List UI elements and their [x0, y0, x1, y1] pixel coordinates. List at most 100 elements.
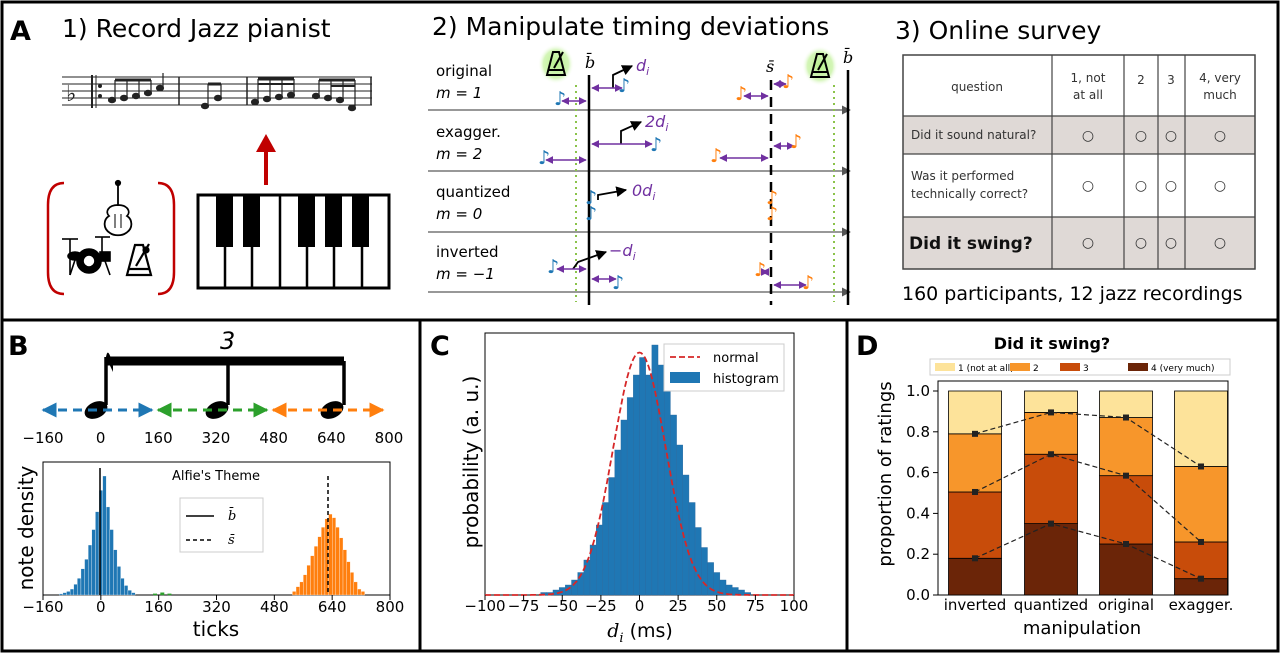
- c-x-tick-label: −25: [585, 597, 617, 615]
- b-hist-bar: [310, 555, 315, 596]
- c-hist-bar: [596, 524, 603, 596]
- radio[interactable]: ○: [1135, 128, 1147, 144]
- survey-question-3: Did it swing?: [909, 234, 1033, 254]
- b-legend: b̄ s̄: [179, 497, 264, 553]
- b-x-tick-labels: −160 0 160 320 480 640 800: [22, 595, 404, 616]
- d-trend-marker: [1198, 463, 1204, 470]
- c-x-tick-label: 100: [780, 597, 809, 615]
- radio[interactable]: ○: [1082, 178, 1094, 194]
- b-hist-bar: [109, 529, 114, 596]
- top-tick-label: 320: [202, 429, 231, 447]
- d-y-tick-label: 0.8: [906, 423, 930, 441]
- b-hist-bar: [339, 537, 344, 596]
- d-bar-segment: [1024, 453, 1078, 524]
- radio[interactable]: ○: [1214, 235, 1226, 251]
- d-bar-segment: [1099, 543, 1153, 596]
- sheet-music: ♭: [62, 73, 372, 112]
- svg-text:♪: ♪: [802, 272, 814, 294]
- svg-text:♪: ♪: [585, 203, 597, 225]
- row-original-m: m = 1: [436, 84, 482, 102]
- c-hist-bar: [701, 547, 708, 596]
- survey-question-1: Did it sound natural?: [911, 128, 1036, 142]
- survey-footer: 160 participants, 12 jazz recordings: [902, 283, 1243, 305]
- b-legend-swing: s̄: [228, 533, 235, 548]
- radio[interactable]: ○: [1214, 178, 1226, 194]
- top-tick-label: −160: [22, 429, 63, 447]
- survey-header-4a: 4, very: [1199, 71, 1241, 85]
- svg-text:♭: ♭: [66, 82, 76, 107]
- d-legend-swatch: [1128, 363, 1148, 371]
- d-trend-marker: [972, 555, 978, 562]
- record-arrow-head: [256, 134, 276, 152]
- b-x-tick-label: 160: [144, 598, 173, 616]
- b-hist-bar: [116, 566, 121, 596]
- b-hist-bar: [91, 529, 96, 596]
- b-hist-bar: [124, 585, 129, 596]
- d-legend: 1 (not at all) 2 3 4 (very much): [929, 358, 1231, 376]
- d-bar-segment: [1024, 412, 1078, 455]
- b-hist-bar: [332, 517, 336, 596]
- radio[interactable]: ○: [1082, 235, 1094, 251]
- d-xlabel: manipulation: [1023, 618, 1141, 639]
- b-hist-bar: [317, 536, 322, 596]
- b-hist-bar: [306, 565, 311, 596]
- b-legend-beat: b̄: [228, 507, 236, 524]
- svg-text:♪: ♪: [547, 256, 559, 278]
- radio[interactable]: ○: [1214, 128, 1226, 144]
- d-legend-swatch: [1010, 363, 1030, 371]
- d-trend-marker: [972, 430, 978, 437]
- svg-text:♪: ♪: [585, 187, 597, 209]
- survey-table: question 1, not at all 2 3 4, very much …: [902, 54, 1256, 305]
- radio[interactable]: ○: [1165, 178, 1177, 194]
- b-hist-bar: [313, 546, 318, 596]
- beat-label-1: b̄: [585, 51, 595, 72]
- survey-question-2a: Was it performed: [911, 169, 1014, 183]
- svg-text:♪: ♪: [618, 75, 630, 97]
- d-x-tick-label: quantized: [1014, 596, 1088, 614]
- b-hist-bar: [303, 574, 308, 596]
- metronome-icon: [125, 243, 153, 277]
- d-bar-segment: [948, 390, 1002, 435]
- c-x-tick-label: −50: [546, 597, 578, 615]
- radio[interactable]: ○: [1135, 178, 1147, 194]
- d-trend-line: [974, 453, 1202, 543]
- d-bar-segment: [1174, 466, 1228, 543]
- radio[interactable]: ○: [1165, 235, 1177, 251]
- d-y-tick-label: 0.2: [906, 545, 930, 563]
- d-trend-marker: [972, 488, 978, 495]
- d-x-tick-labels: inverted quantized original exagger.: [944, 596, 1234, 614]
- c-hist-bar: [664, 389, 671, 596]
- b-hist-bar: [120, 578, 125, 596]
- beat-label-2: b̄: [843, 46, 853, 67]
- b-xlabel: ticks: [193, 617, 239, 641]
- d-bar-segment: [1099, 390, 1153, 418]
- svg-text:♪: ♪: [554, 88, 566, 110]
- radio[interactable]: ○: [1165, 128, 1177, 144]
- b-hist-bar: [335, 527, 340, 596]
- c-hist-bar: [670, 414, 677, 596]
- b-x-tick-label: 800: [376, 598, 405, 616]
- c-hist-bar: [608, 477, 615, 596]
- c-normal-curve: [485, 351, 794, 596]
- b-histogram-bars: [59, 475, 365, 596]
- top-tick-labels: −160 0 160 320 480 640 800: [22, 429, 403, 447]
- top-tick-label: 640: [317, 429, 346, 447]
- c-x-tick-label: −75: [508, 597, 540, 615]
- c-x-tick-label: 50: [707, 597, 726, 615]
- b-hist-bar: [102, 475, 107, 596]
- b-chart-title: Alfie's Theme: [172, 469, 260, 484]
- b-hist-bar: [295, 586, 300, 596]
- survey-header-question: question: [951, 80, 1003, 94]
- d-x-tick-label: original: [1098, 596, 1154, 614]
- d-plot-frame: [937, 380, 1229, 596]
- bracket-right: [157, 181, 176, 296]
- radio[interactable]: ○: [1082, 128, 1094, 144]
- radio[interactable]: ○: [1135, 235, 1147, 251]
- panel-b-letter: B: [8, 331, 29, 362]
- metronome-icon-beat: [545, 51, 567, 76]
- row-inverted-m: m = −1: [436, 265, 495, 283]
- b-hist-bar: [292, 591, 297, 596]
- panel-b: B 3 −160 0 160 320 480 640 800 −160 0 160 320 480 6…: [8, 327, 404, 641]
